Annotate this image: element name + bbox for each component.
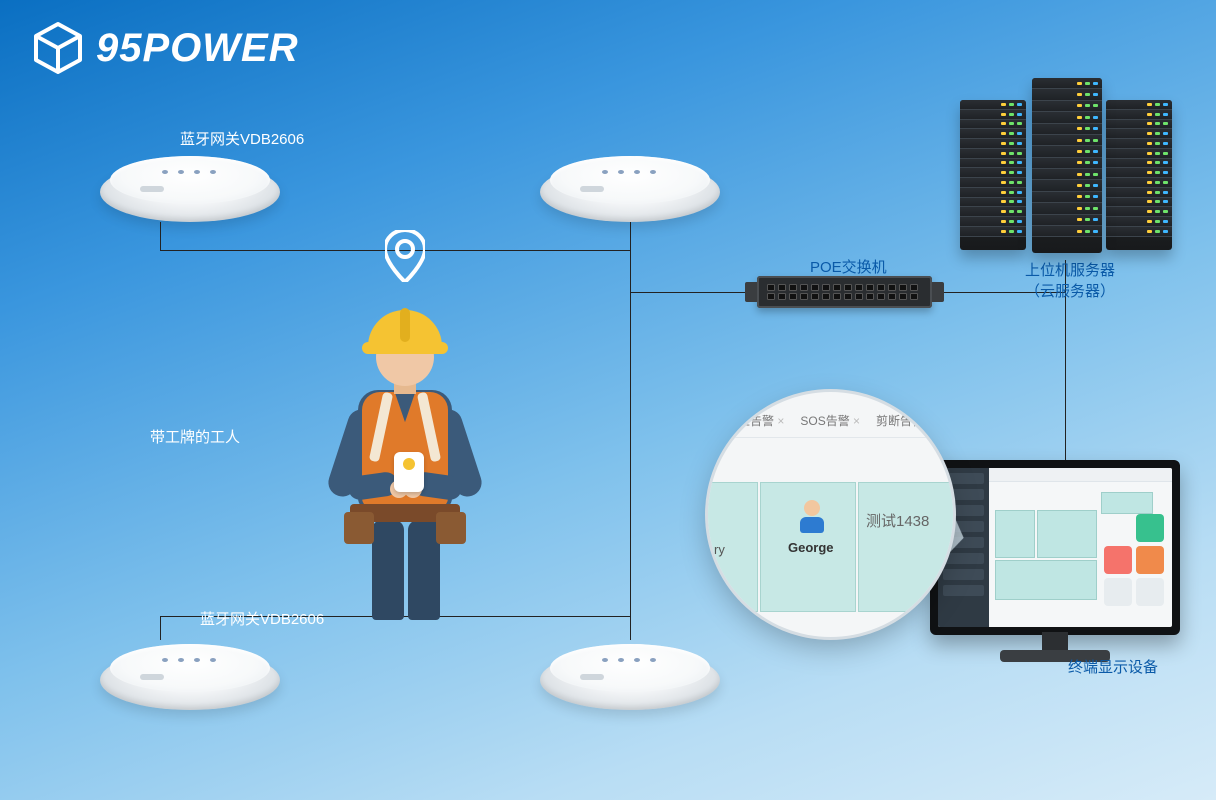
location-pin-icon [385, 230, 425, 287]
mag-tab-3: 剪断告警 [876, 412, 934, 429]
server-label: 上位机服务器 （云服务器） [1020, 260, 1120, 302]
cloud-server-cluster [960, 70, 1170, 260]
logo-cube-icon [30, 20, 86, 76]
server-label-line2: （云服务器） [1025, 283, 1115, 300]
worker-with-badge-illustration [290, 280, 520, 630]
bluetooth-gateway-top-left [100, 152, 280, 222]
mag-person-icon [798, 500, 826, 534]
brand-logo: 95POWER [30, 20, 299, 76]
poe-switch-device [757, 276, 932, 308]
mag-tab-1: 围栏告警 [726, 412, 784, 429]
magnifier-tabs: 围栏告警 SOS告警 剪断告警 [726, 412, 935, 438]
bluetooth-gateway-bottom-right [540, 640, 720, 710]
mag-tab-2: SOS告警 [800, 412, 860, 429]
gateway-label-top: 蓝牙网关VDB2606 [180, 128, 304, 149]
dashboard-screenshot [938, 468, 1172, 627]
terminal-label: 终端显示设备 [1068, 656, 1158, 677]
mag-person-label: George [788, 540, 834, 555]
mag-left-fragment: ry [714, 542, 725, 557]
poe-switch-label: POE交换机 [810, 256, 887, 277]
server-label-line1: 上位机服务器 [1025, 262, 1115, 279]
dashboard-magnifier: 围栏告警 SOS告警 剪断告警 ry George 测试1438 [708, 392, 953, 637]
bluetooth-gateway-bottom-left [100, 640, 280, 710]
bluetooth-gateway-top-right [540, 152, 720, 222]
worker-label: 带工牌的工人 [150, 426, 240, 447]
logo-text: 95POWER [96, 26, 299, 71]
mag-room-label: 测试1438 [866, 510, 929, 531]
worker-badge-icon [394, 452, 424, 492]
